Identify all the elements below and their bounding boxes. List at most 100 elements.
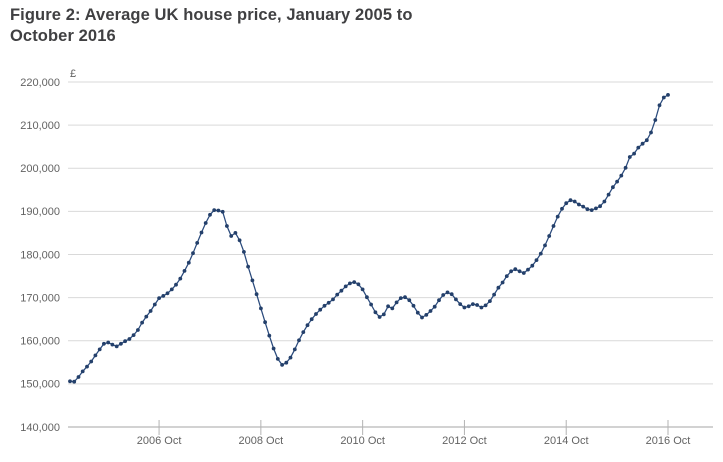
data-point-marker — [394, 300, 399, 305]
data-point-marker — [119, 341, 123, 346]
data-point-marker — [534, 258, 539, 262]
x-tick-label: 2010 Oct — [340, 435, 385, 447]
data-point-marker — [152, 302, 157, 307]
data-point-marker — [305, 323, 310, 328]
data-point-marker — [114, 344, 119, 349]
data-point-marker — [148, 309, 153, 313]
data-point-marker — [297, 338, 301, 343]
y-tick-label: 180,000 — [20, 249, 60, 261]
data-point-marker — [131, 333, 136, 337]
data-point-marker — [424, 313, 429, 317]
data-point-marker — [229, 234, 234, 238]
data-point-marker — [581, 204, 586, 209]
data-point-marker — [538, 251, 543, 256]
data-point-marker — [441, 293, 446, 297]
data-point-marker — [216, 208, 221, 213]
data-point-marker — [191, 251, 195, 256]
data-point-marker — [496, 285, 501, 290]
data-point-marker — [169, 287, 174, 292]
data-point-marker — [564, 201, 569, 206]
y-tick-label: 220,000 — [20, 77, 60, 89]
data-point-marker — [157, 296, 162, 300]
data-point-marker — [560, 206, 564, 211]
data-point-marker — [89, 359, 94, 364]
data-point-marker — [551, 224, 556, 228]
y-tick-label: 160,000 — [20, 336, 60, 348]
data-point-marker — [377, 315, 382, 319]
data-point-marker — [318, 307, 323, 312]
data-point-marker — [322, 303, 327, 308]
data-point-marker — [373, 310, 378, 315]
data-point-marker — [555, 214, 560, 219]
data-point-marker — [335, 292, 340, 297]
data-point-marker — [309, 317, 314, 322]
data-point-marker — [530, 263, 535, 268]
data-point-marker — [288, 355, 293, 360]
data-point-marker — [619, 173, 624, 178]
data-point-marker — [246, 264, 251, 269]
data-point-marker — [543, 243, 547, 248]
data-point-marker — [85, 364, 89, 369]
data-point-marker — [237, 238, 242, 243]
data-point-marker — [178, 276, 183, 281]
data-point-marker — [381, 312, 386, 317]
data-point-marker — [127, 337, 132, 341]
data-point-marker — [348, 281, 352, 286]
data-point-marker — [267, 333, 272, 338]
data-point-marker — [526, 267, 530, 272]
y-tick-label: 200,000 — [20, 163, 60, 175]
data-point-marker — [102, 341, 106, 346]
data-point-marker — [186, 260, 191, 265]
data-point-marker — [521, 271, 526, 275]
data-point-marker — [420, 315, 424, 320]
data-point-marker — [182, 269, 187, 273]
data-point-marker — [653, 118, 658, 122]
data-point-marker — [666, 93, 670, 97]
data-point-marker — [403, 295, 407, 300]
y-axis-unit-label: £ — [70, 68, 76, 80]
data-point-marker — [615, 179, 619, 184]
data-point-marker — [606, 192, 611, 197]
data-point-marker — [398, 296, 403, 300]
data-point-marker — [369, 302, 373, 307]
data-point-marker — [640, 141, 645, 146]
data-point-marker — [360, 287, 365, 292]
data-point-marker — [72, 379, 77, 384]
data-point-marker — [97, 347, 102, 352]
data-point-marker — [314, 312, 318, 316]
data-point-marker — [517, 269, 522, 274]
data-point-marker — [93, 353, 98, 358]
data-point-marker — [254, 292, 259, 297]
data-point-marker — [547, 234, 552, 238]
data-point-marker — [123, 339, 127, 344]
data-point-marker — [280, 363, 284, 367]
data-point-marker — [80, 369, 85, 374]
data-point-marker — [598, 204, 602, 209]
data-point-marker — [144, 314, 149, 319]
data-point-marker — [233, 231, 238, 235]
data-point-marker — [454, 297, 458, 302]
data-point-marker — [462, 305, 467, 310]
data-point-marker — [161, 294, 166, 298]
data-point-marker — [492, 292, 496, 297]
data-point-marker — [411, 303, 416, 308]
data-point-marker — [339, 288, 344, 293]
data-point-marker — [165, 291, 170, 296]
data-point-marker — [449, 292, 454, 297]
data-point-marker — [488, 299, 492, 303]
data-point-marker — [432, 304, 437, 309]
data-point-marker — [585, 207, 590, 212]
data-point-marker — [458, 302, 463, 306]
data-point-marker — [437, 298, 441, 303]
data-point-marker — [199, 230, 204, 235]
data-point-marker — [331, 297, 335, 302]
data-point-marker — [589, 208, 594, 213]
price-line — [69, 94, 669, 383]
data-point-marker — [195, 241, 200, 245]
data-point-marker — [657, 103, 662, 108]
data-point-marker — [326, 300, 331, 305]
data-point-marker — [513, 267, 518, 272]
data-point-marker — [68, 379, 72, 384]
